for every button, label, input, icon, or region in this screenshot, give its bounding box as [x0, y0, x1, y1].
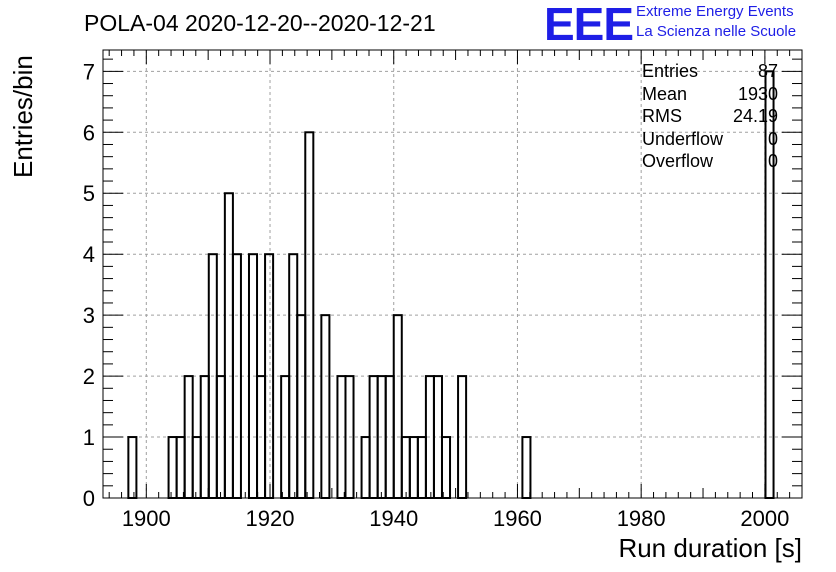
axis-tick-labels: 1900 1920 1940 1960 1980 2000 0 1 2 3 4 5 6 7 — [83, 59, 790, 531]
x-axis-label: Run duration [s] — [618, 533, 802, 563]
stats-value: 1930 — [737, 83, 778, 104]
y-tick-label: 1 — [83, 425, 95, 450]
histogram-bin — [440, 436, 452, 499]
chart-title: POLA-04 2020-12-20--2020-12-21 — [84, 10, 436, 36]
stats-label: Underflow — [642, 128, 724, 149]
histogram-bin — [127, 436, 138, 499]
y-tick-label: 6 — [83, 120, 95, 145]
stats-label: Mean — [642, 83, 688, 104]
stats-row-underflow: Underflow 0 — [642, 128, 778, 151]
x-tick-label: 2000 — [740, 506, 789, 531]
histogram-bin — [408, 436, 419, 499]
stats-value: 87 — [757, 61, 778, 81]
stats-label: Entries — [642, 61, 699, 81]
y-tick-label: 5 — [83, 181, 95, 206]
histogram-bin — [400, 436, 411, 499]
y-tick-label: 7 — [83, 59, 95, 84]
stats-label: Overflow — [642, 151, 714, 171]
histogram-bin — [191, 436, 202, 499]
stats-box: Entries 87 Mean 1930 RMS 24.19 Underflow… — [642, 60, 778, 173]
x-tick-label: 1940 — [369, 506, 418, 531]
stats-value: 0 — [767, 128, 778, 149]
y-tick-label: 0 — [83, 486, 95, 511]
histogram-bin — [175, 436, 186, 499]
eee-logo-line2: La Scienza nelle Scuole — [636, 23, 797, 40]
eee-logo-mark: EEE — [544, 0, 634, 50]
histogram-bin — [521, 436, 532, 499]
stats-value: 0 — [767, 151, 778, 171]
eee-logo-text: Extreme Energy Events La Scienza nelle S… — [636, 2, 796, 42]
histogram-bin — [392, 314, 403, 499]
x-tick-label: 1960 — [493, 506, 542, 531]
y-tick-label: 2 — [83, 364, 95, 389]
plot-frame — [102, 49, 803, 499]
y-tick-label: 4 — [83, 242, 95, 267]
stats-value: 24.19 — [732, 106, 778, 126]
x-tick-label: 1920 — [246, 506, 295, 531]
histogram-bin — [360, 436, 371, 499]
x-tick-label: 1900 — [122, 506, 171, 531]
stats-row-mean: Mean 1930 — [642, 83, 778, 106]
histogram-bin — [320, 314, 331, 499]
axis-ticks — [103, 50, 803, 499]
histogram-bin — [296, 314, 307, 499]
stats-row-rms: RMS 24.19 — [642, 105, 778, 128]
eee-logo: EEE Extreme Energy Events La Scienza nel… — [544, 0, 796, 50]
histogram-bin — [167, 436, 178, 499]
y-tick-label: 3 — [83, 303, 95, 328]
stats-row-entries: Entries 87 — [642, 60, 778, 83]
x-tick-label: 1980 — [617, 506, 666, 531]
stats-row-overflow: Overflow 0 — [642, 150, 778, 173]
histogram-bin — [416, 436, 427, 499]
histogram-bin — [223, 192, 234, 499]
eee-logo-line1: Extreme Energy Events — [636, 3, 794, 20]
y-axis-label-box: Entries/bin — [6, 55, 42, 190]
stats-label: RMS — [642, 106, 682, 126]
y-axis-label: Entries/bin — [8, 55, 38, 178]
